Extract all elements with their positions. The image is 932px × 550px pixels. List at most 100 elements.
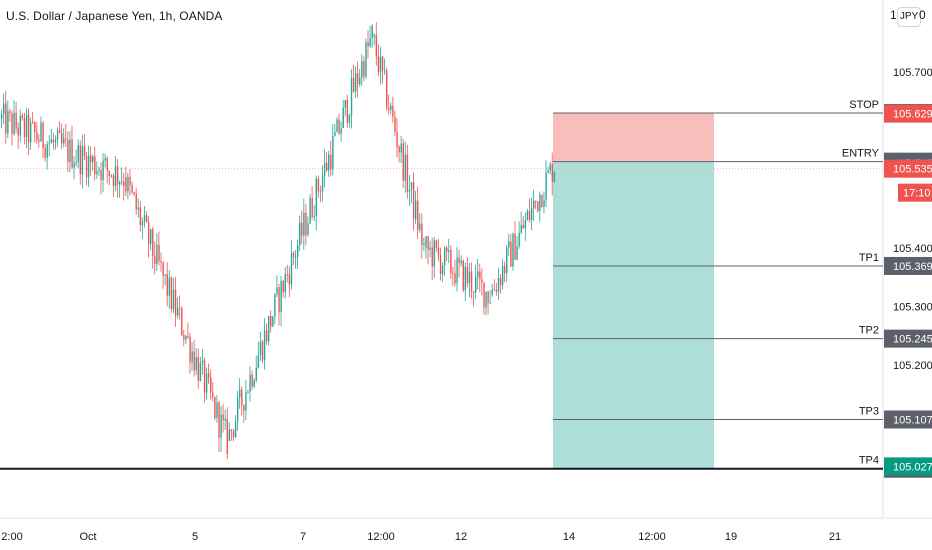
price-tag-bg — [884, 104, 932, 123]
candle-body — [485, 292, 487, 308]
candle-body — [7, 111, 9, 134]
candle-body — [344, 99, 347, 108]
candle-body — [354, 73, 357, 92]
candle-body — [1, 114, 3, 119]
x-tick-label: 5 — [192, 531, 198, 543]
candle-body — [468, 271, 471, 284]
x-tick-label: 14 — [563, 531, 575, 543]
candle-body — [532, 200, 535, 209]
candle-body — [446, 247, 448, 252]
candle-body — [373, 35, 375, 37]
candle-body — [185, 335, 187, 340]
candle-body — [243, 404, 245, 411]
candle-body — [54, 139, 57, 143]
candle-body — [27, 114, 30, 143]
candle-body — [191, 351, 193, 363]
candle-body — [454, 273, 456, 284]
candle-body — [427, 236, 429, 250]
candle-body — [25, 114, 28, 138]
candle-body — [307, 223, 309, 235]
candle-body — [323, 162, 326, 177]
candle-body — [369, 37, 371, 47]
candle-body — [325, 162, 328, 171]
candle-body — [220, 414, 222, 438]
candle-body — [3, 103, 5, 115]
candle-body — [530, 208, 533, 221]
candle-body — [512, 233, 514, 267]
candle-body — [158, 244, 160, 262]
candle-body — [537, 201, 539, 212]
candle-body — [390, 105, 392, 110]
candle-body — [13, 112, 15, 135]
candle-body — [141, 221, 144, 226]
currency-badge[interactable]: JPY — [897, 7, 921, 27]
candle-body — [5, 103, 7, 134]
candle-body — [21, 115, 24, 119]
candle-body — [249, 374, 251, 392]
candle-body — [338, 119, 340, 134]
candle-body — [32, 122, 34, 124]
candle-body — [46, 144, 48, 158]
candle-body — [245, 392, 247, 411]
candle-body — [429, 247, 431, 250]
candle-body — [265, 330, 268, 342]
candle-body — [50, 139, 53, 144]
candle-body — [520, 224, 522, 233]
x-tick-label: 19 — [725, 531, 737, 543]
candle-body — [42, 122, 44, 149]
candle-body — [90, 155, 92, 163]
candle-body — [108, 170, 111, 177]
candle-body — [545, 172, 547, 200]
candle-body — [464, 266, 467, 291]
candle-body — [388, 107, 390, 110]
candle-body — [228, 429, 231, 442]
candle-body — [106, 158, 108, 171]
candle-body — [299, 222, 301, 246]
candle-body — [450, 250, 452, 274]
candle-body — [79, 145, 82, 175]
candle-body — [274, 294, 276, 317]
candle-body — [431, 247, 433, 267]
level-name-tp4: TP4 — [859, 455, 879, 467]
candle-body — [135, 194, 137, 210]
candle-body — [292, 253, 295, 258]
candle-body — [377, 56, 380, 73]
candle-body — [234, 421, 237, 438]
candle-body — [261, 341, 264, 361]
candle-body — [162, 262, 164, 276]
candle-body — [230, 429, 233, 431]
candle-body — [518, 232, 520, 247]
candle-body — [547, 170, 549, 173]
candle-body — [462, 260, 465, 291]
level-name-entry: ENTRY — [842, 148, 880, 160]
candle-body — [226, 418, 229, 455]
candle-body — [311, 198, 313, 217]
candle-body — [232, 430, 235, 438]
candle-body — [63, 138, 65, 144]
candle-body — [255, 367, 258, 381]
candle-body — [383, 69, 386, 71]
candle-body — [535, 200, 537, 202]
candle-body — [290, 253, 293, 285]
candle-body — [251, 374, 253, 387]
candle-body — [346, 99, 349, 123]
candle-body — [551, 164, 554, 183]
candle-body — [499, 277, 502, 286]
candle-body — [236, 397, 239, 422]
candle-body — [510, 241, 512, 267]
candle-body — [340, 128, 342, 134]
x-tick-label: 2:00 — [1, 531, 22, 543]
candle-body — [102, 160, 104, 181]
candle-body — [352, 77, 355, 92]
candle-body — [104, 158, 106, 161]
price-tag: 105.027 — [893, 461, 932, 473]
candle-body — [100, 170, 102, 181]
candle-body — [247, 391, 249, 393]
candle-body — [36, 132, 38, 140]
candle-body — [179, 307, 181, 309]
axis-tag-tp2-bg — [884, 329, 932, 348]
candle-body — [392, 105, 394, 117]
candle-body — [98, 170, 100, 172]
